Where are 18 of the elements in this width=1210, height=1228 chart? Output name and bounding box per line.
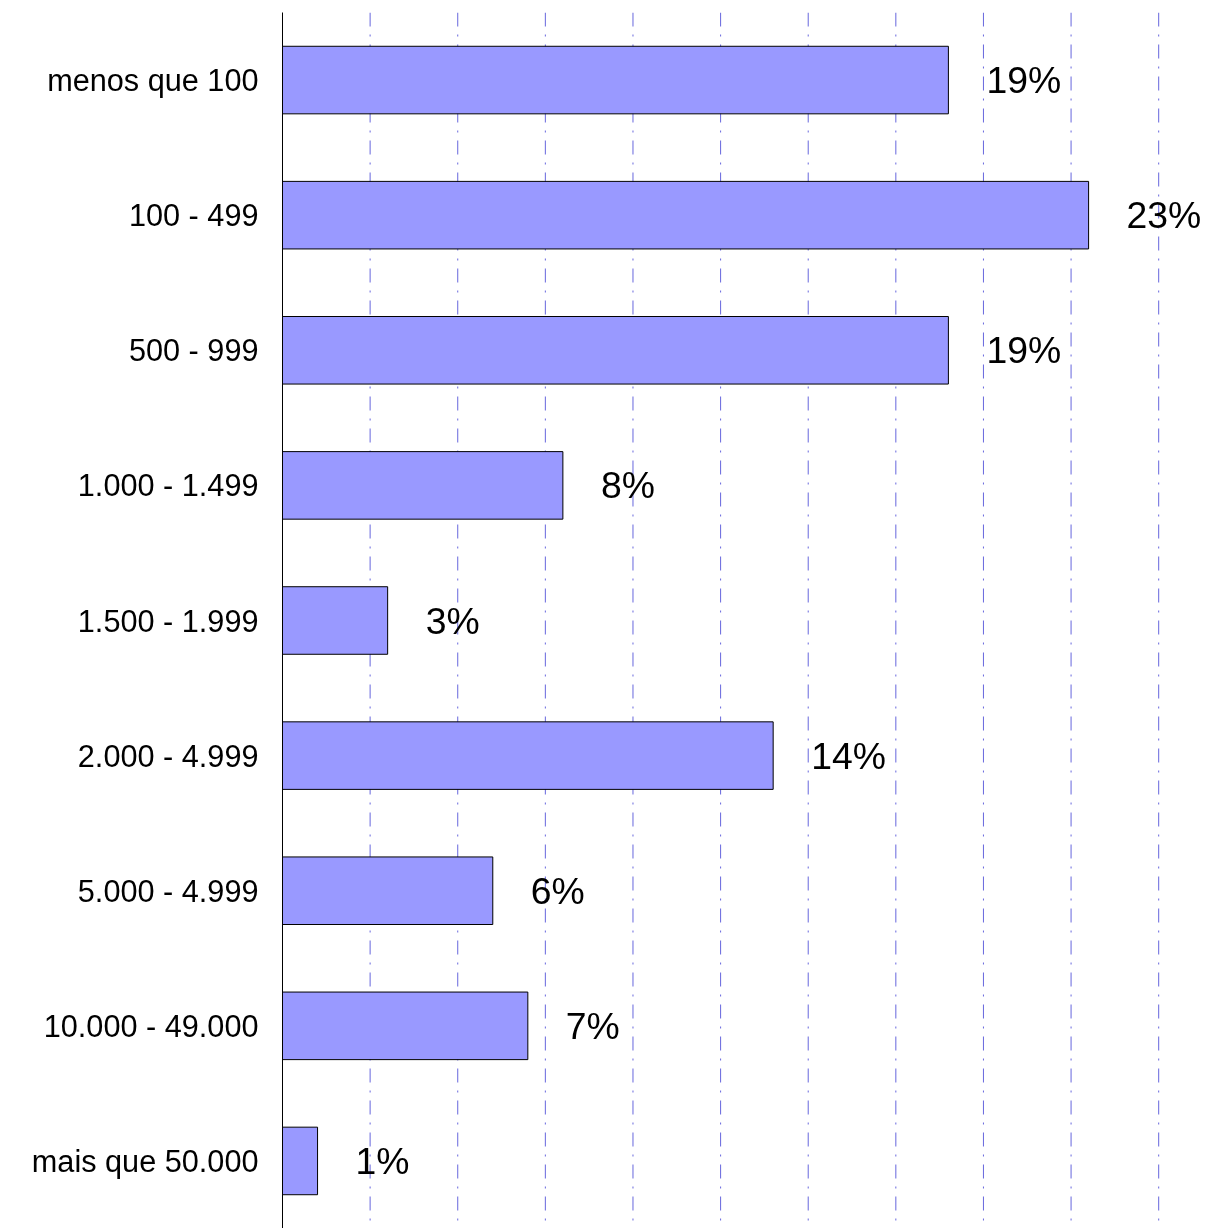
data-label: 6% (530, 869, 585, 912)
data-label: 1% (355, 1139, 410, 1182)
data-label: 8% (600, 464, 655, 507)
y-tick-label: 100 - 499 (128, 198, 259, 233)
y-tick-label: 500 - 999 (128, 333, 259, 368)
y-tick-label: mais que 50.000 (31, 1143, 259, 1179)
y-tick-label: 5.000 - 4.999 (77, 873, 259, 908)
data-label: 23% (1126, 194, 1202, 237)
data-label: 19% (986, 329, 1062, 372)
y-tick-label: 10.000 - 49.000 (43, 1008, 259, 1043)
y-tick-label: 2.000 - 4.999 (77, 738, 259, 773)
y-tick-label: menos que 100 (47, 63, 259, 99)
y-tick-label: 1.000 - 1.499 (77, 468, 259, 503)
y-tick-label: 1.500 - 1.999 (77, 603, 259, 638)
data-label: 14% (811, 734, 886, 777)
data-label: 3% (425, 599, 480, 642)
data-label: 7% (565, 1004, 620, 1047)
data-label: 19% (986, 59, 1062, 102)
